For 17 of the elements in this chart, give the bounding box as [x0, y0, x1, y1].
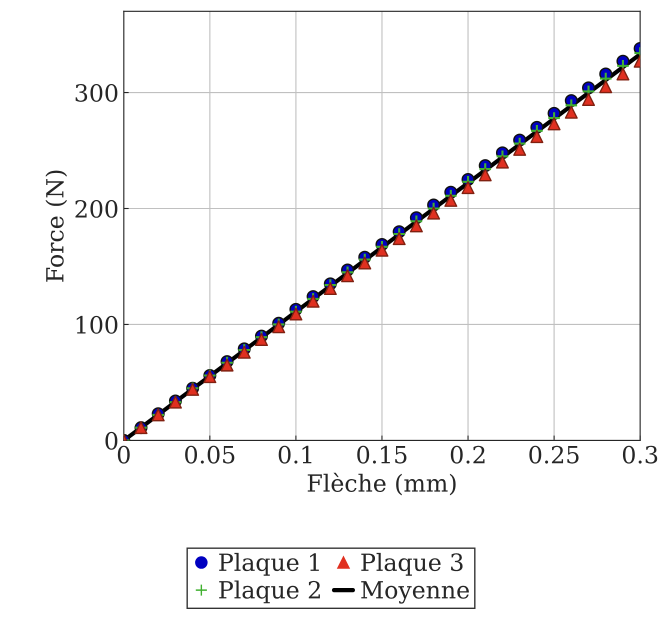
x-tick-label: 0 [118, 446, 130, 464]
legend-label: Plaque 1 [219, 552, 319, 576]
y-tick-label: 300 [76, 84, 118, 102]
y-tick-label: 200 [75, 200, 118, 218]
x-tick-label: 0.15 [357, 446, 406, 464]
x-axis-title: Flèche (mm) [308, 472, 456, 496]
x-tick-label: 0.1 [278, 446, 312, 464]
x-tick-label: 0.05 [185, 446, 234, 464]
y-axis-title: Force (N) [45, 170, 68, 282]
legend-label: Plaque 3 [361, 552, 463, 576]
legend-label: Plaque 2 [219, 580, 320, 604]
x-tick-label: 0.25 [529, 446, 579, 464]
y-tick-label: 100 [76, 316, 118, 334]
y-tick-label: 0 [105, 432, 118, 450]
x-tick-label: 0.2 [450, 446, 484, 464]
legend-label: Moyenne [361, 581, 469, 604]
x-tick-label: 0.3 [622, 446, 658, 464]
